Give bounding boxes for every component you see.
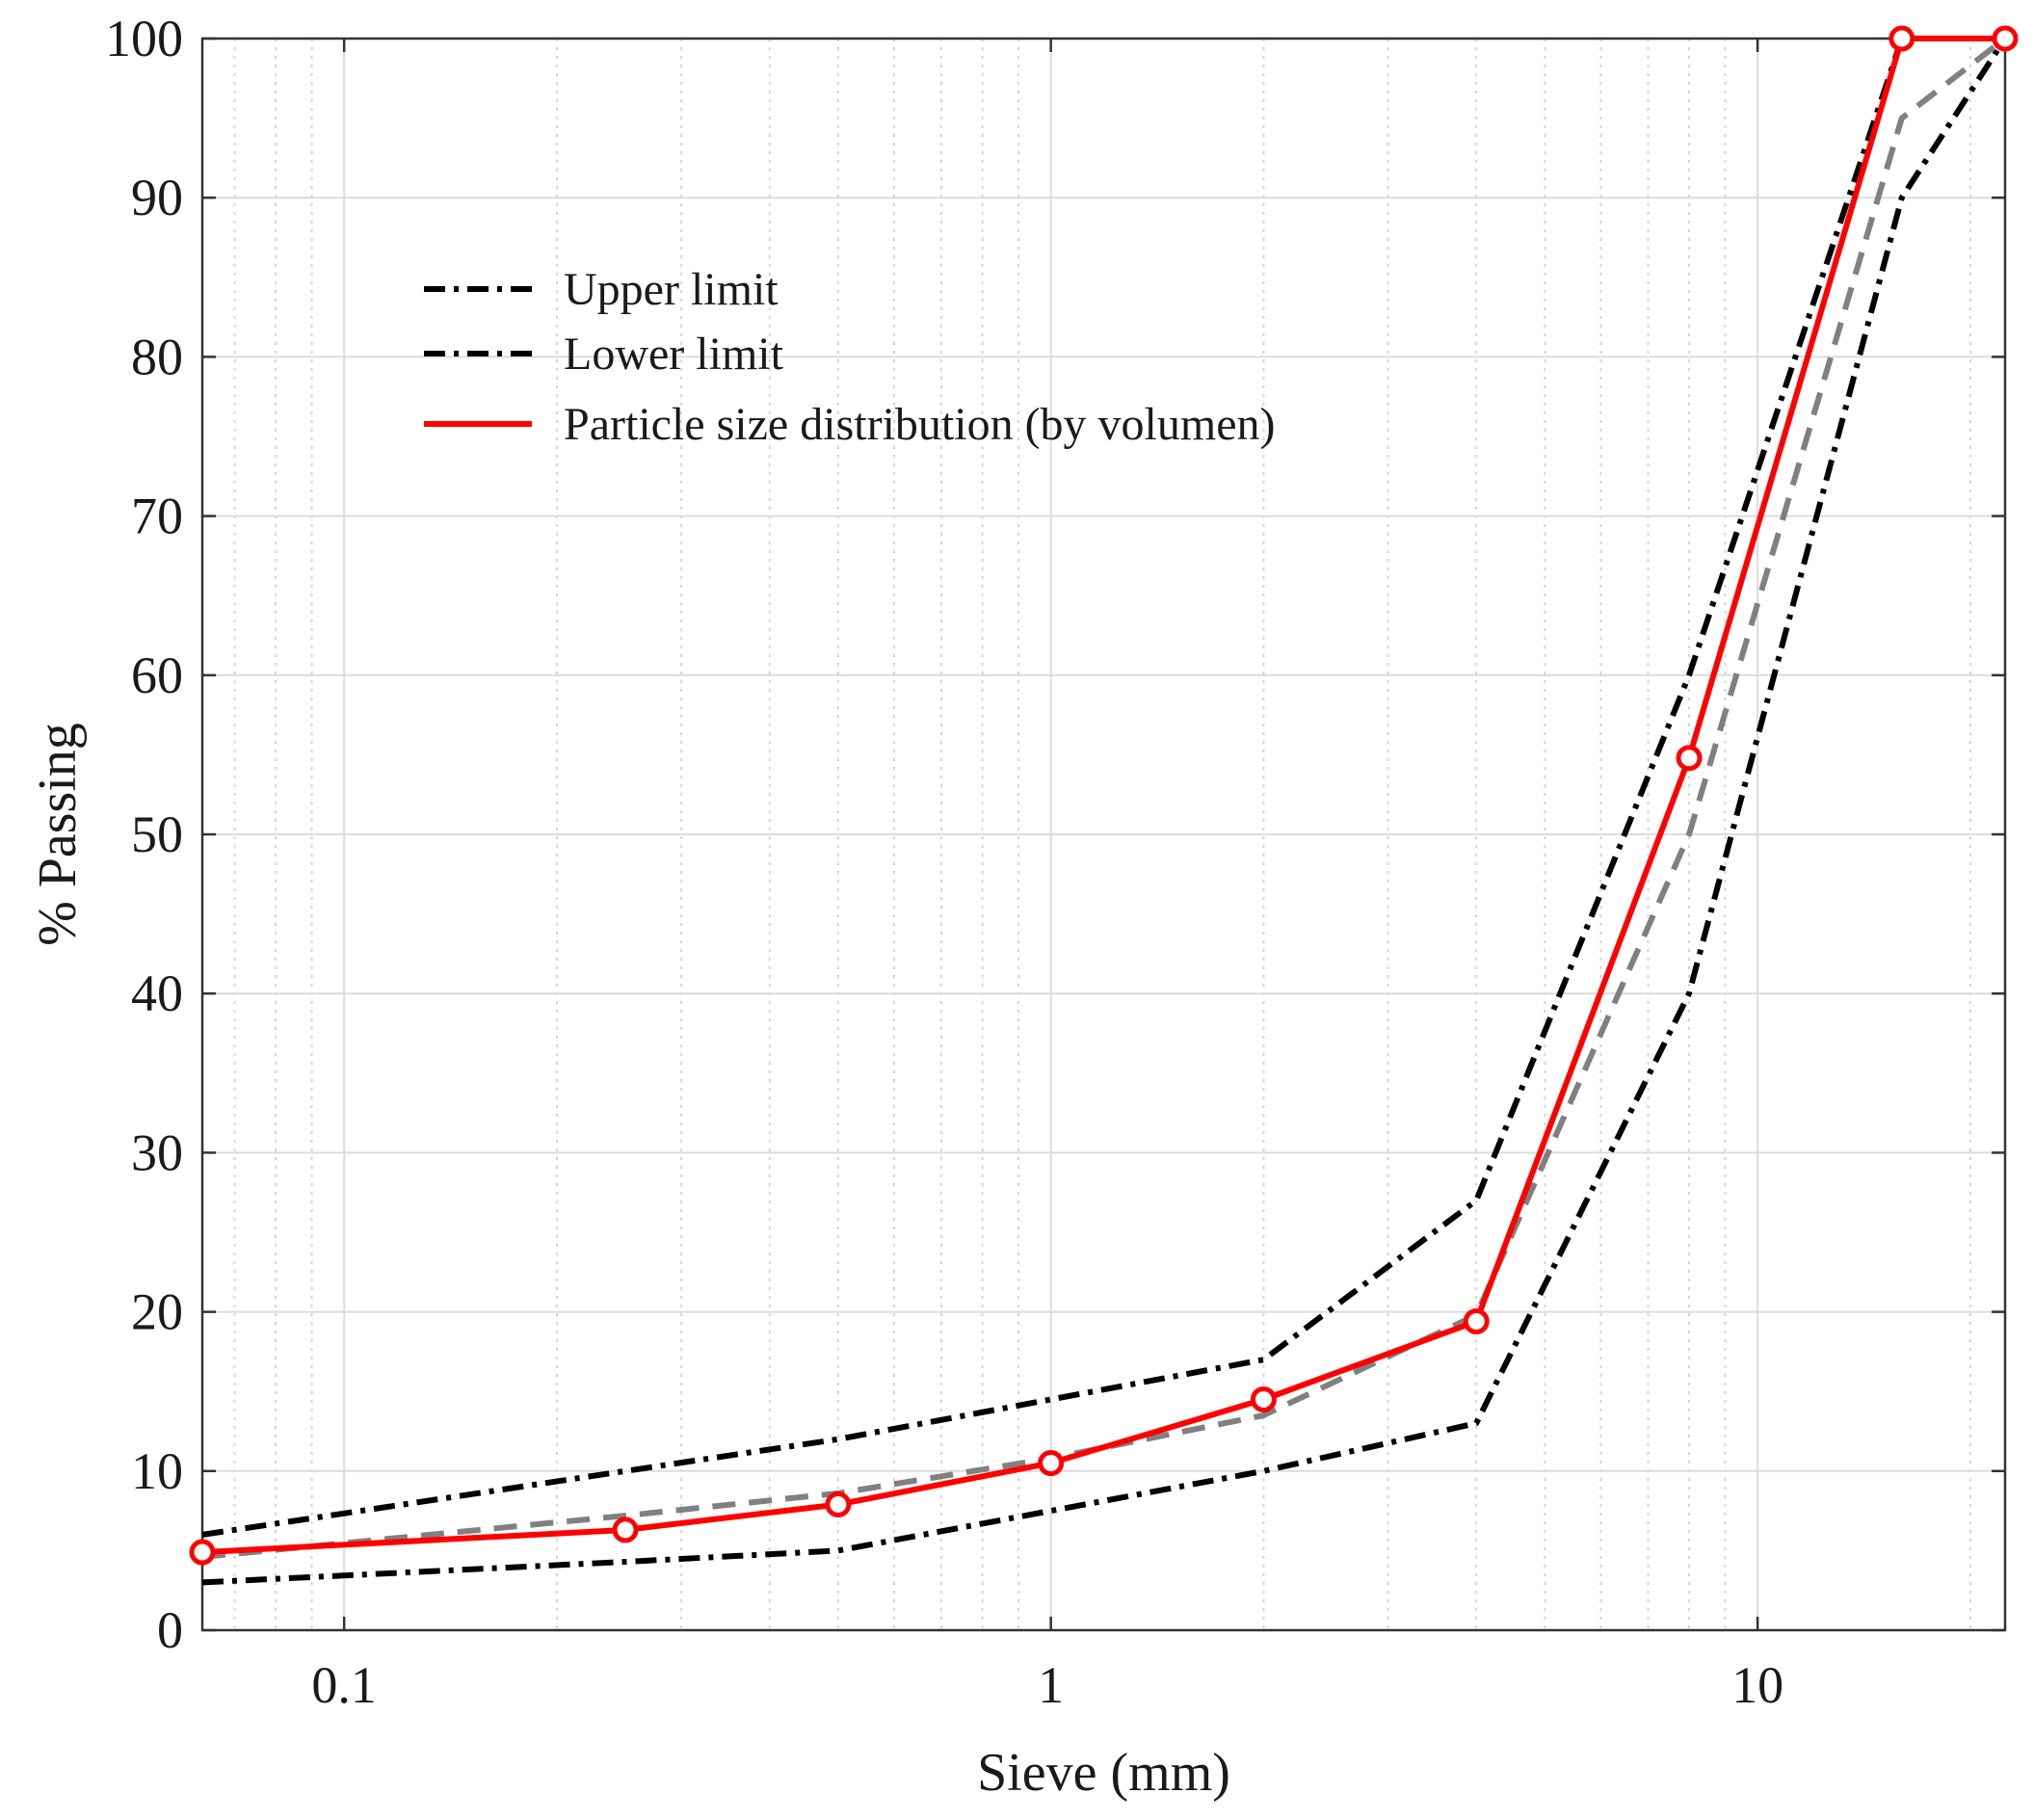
y-tick-label: 40 (131, 964, 183, 1022)
legend-entry-label: Lower limit (564, 329, 784, 380)
y-tick-label: 90 (131, 169, 183, 226)
y-tick-label: 30 (131, 1123, 183, 1181)
y-tick-label: 0 (157, 1601, 183, 1659)
series-line-upper-limit (201, 36, 2005, 1538)
series-line-particle-size-distribution-by-volumen (201, 36, 2005, 1556)
y-tick-label: 60 (131, 646, 183, 704)
y-tick-label: 100 (105, 10, 183, 67)
series-line-reference-dashed (201, 36, 2007, 1560)
x-tick-label: 10 (1731, 1656, 1783, 1714)
series-line-lower-limit (201, 37, 2008, 1586)
y-tick-label: 80 (131, 328, 183, 385)
series-layer (189, 25, 2019, 1586)
data-point-marker (1992, 25, 2019, 52)
legend-entry-label: Particle size distribution (by volumen) (564, 399, 1276, 450)
x-tick-label: 1 (1038, 1656, 1064, 1714)
data-point-marker (825, 1490, 852, 1517)
tick-labels: 0 10 20 30 40 50 60 70 80 90 100 0.1 1 10 (105, 10, 1783, 1714)
data-point-marker (1676, 745, 1703, 772)
legend-entry-label: Upper limit (564, 264, 779, 315)
y-axis-label: % Passing (28, 723, 88, 946)
data-point-marker (1463, 1308, 1490, 1335)
data-point-marker (189, 1539, 216, 1566)
plot-frame (200, 37, 2007, 1632)
data-point-marker (1889, 25, 1915, 52)
x-tick-label: 0.1 (311, 1656, 377, 1714)
y-tick-label: 50 (131, 805, 183, 863)
y-tick-label: 20 (131, 1283, 183, 1341)
y-tick-label: 10 (131, 1442, 183, 1500)
data-point-marker (1250, 1385, 1277, 1412)
x-axis-label: Sieve (mm) (977, 1743, 1230, 1803)
legend: Upper limit Lower limit Particle size dist… (424, 264, 1276, 450)
y-tick-label: 70 (131, 488, 183, 545)
data-point-marker (1038, 1450, 1065, 1477)
data-point-marker (612, 1517, 639, 1543)
